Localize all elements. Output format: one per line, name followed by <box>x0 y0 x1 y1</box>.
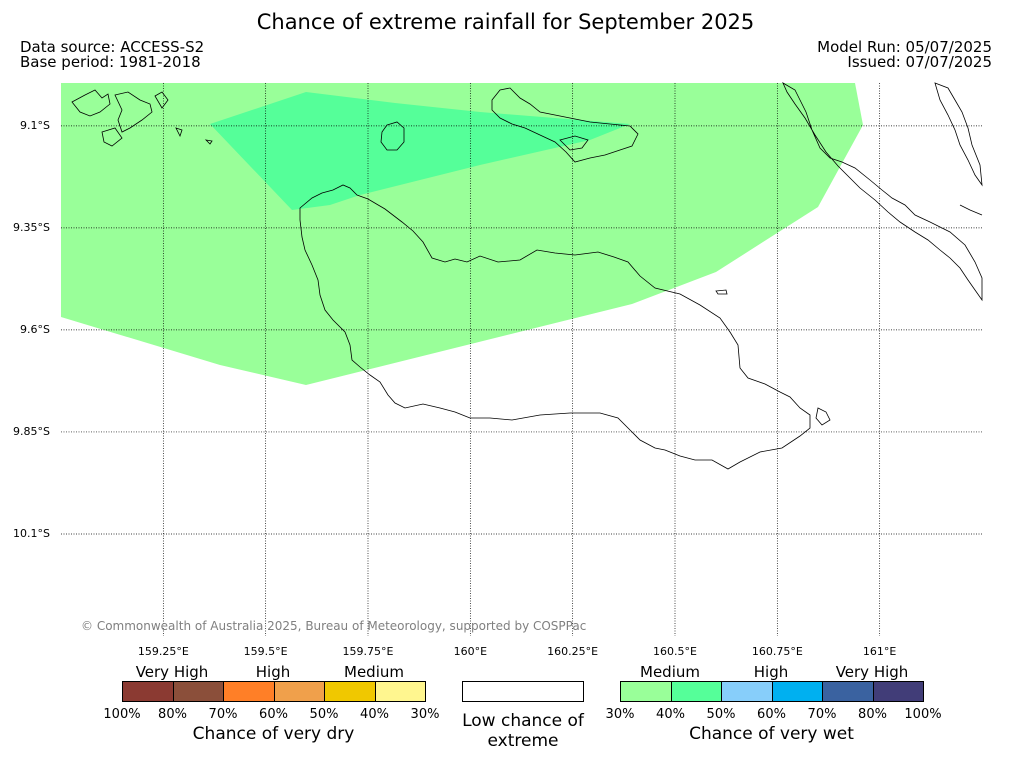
legend-wet-swatch <box>872 681 924 702</box>
legend-wet-swatch <box>771 681 823 702</box>
legend-dry-swatch <box>324 681 376 702</box>
legend-wet-category: High <box>753 663 789 681</box>
gridlines <box>61 83 982 636</box>
legend-wet-swatch <box>721 681 773 702</box>
coastline-guadalcanal <box>299 184 811 470</box>
lat-tick-label: 9.6°S <box>20 322 50 336</box>
lat-tick-label: 10.1°S <box>13 526 50 540</box>
lon-tick-label: 159.5°E <box>243 645 288 658</box>
lon-tick-label: 160.25°E <box>547 645 599 658</box>
legend-wet-category: Very High <box>835 663 909 681</box>
legend-dry-tick: 70% <box>208 707 238 722</box>
legend-dry-swatch <box>374 681 426 702</box>
legend-dry-tick: 40% <box>360 707 389 722</box>
legend-wet-category: Medium <box>640 663 700 681</box>
coastline-florida-islands <box>491 87 639 163</box>
legend-dry-title: Chance of very dry <box>192 724 355 744</box>
legend-low-chance-label: Low chance of extreme <box>462 711 584 751</box>
legend-wet-tick: 70% <box>807 707 837 722</box>
coastline-malaita <box>782 82 983 302</box>
legend-wet-tick: 40% <box>656 707 685 722</box>
data-source: Data source: ACCESS-S2 <box>20 38 205 56</box>
legend-dry-tick: 80% <box>158 707 187 722</box>
legend-dry-swatch <box>223 681 275 702</box>
model-run: Model Run: 05/07/2025 <box>817 38 992 56</box>
legend-dry-tick: 50% <box>309 707 339 722</box>
lat-tick-label: 9.85°S <box>13 424 50 438</box>
legend-wet-tick: 80% <box>858 707 887 722</box>
legend-low-chance-swatch <box>462 681 584 702</box>
lon-tick-label: 160°E <box>453 645 488 658</box>
coastline-russell-islands <box>71 89 111 117</box>
legend-dry-swatch <box>273 681 325 702</box>
coastline-savo <box>380 121 405 151</box>
copyright-notice: © Commonwealth of Australia 2025, Bureau… <box>81 619 587 633</box>
lon-tick-label: 159.75°E <box>342 645 394 658</box>
base-period: Base period: 1981-2018 <box>20 53 201 71</box>
legend-wet-swatch <box>620 681 672 702</box>
legend-wet-tick: 100% <box>904 707 942 722</box>
legend-dry-category: High <box>255 663 291 681</box>
legend-dry-swatch <box>172 681 224 702</box>
lon-tick-label: 161°E <box>862 645 897 658</box>
legend-dry-tick: 30% <box>410 707 440 722</box>
issued-date: Issued: 07/07/2025 <box>847 53 992 71</box>
legend-dry-category: Very High <box>135 663 209 681</box>
legend-wet-swatch <box>670 681 722 702</box>
legend-wet-tick: 30% <box>605 707 635 722</box>
region-40-50-very-wet <box>210 92 630 210</box>
lon-tick-label: 159.25°E <box>137 645 189 658</box>
coastlines <box>71 82 983 470</box>
legend-wet-title: Chance of very wet <box>689 724 854 744</box>
legend-dry-tick: 100% <box>103 707 141 722</box>
chart-title: Chance of extreme rainfall for September… <box>256 10 755 34</box>
legend-wet-swatch <box>822 681 874 702</box>
legend-dry-category: Medium <box>344 663 404 681</box>
legend-wet-tick: 60% <box>757 707 786 722</box>
lat-tick-label: 9.1°S <box>20 118 50 132</box>
legend-dry-tick: 60% <box>259 707 288 722</box>
lon-tick-label: 160.75°E <box>751 645 803 658</box>
lon-tick-label: 160.5°E <box>653 645 697 658</box>
legend-dry-swatch <box>122 681 174 702</box>
legend-wet-tick: 50% <box>706 707 736 722</box>
lat-tick-label: 9.35°S <box>13 220 50 234</box>
